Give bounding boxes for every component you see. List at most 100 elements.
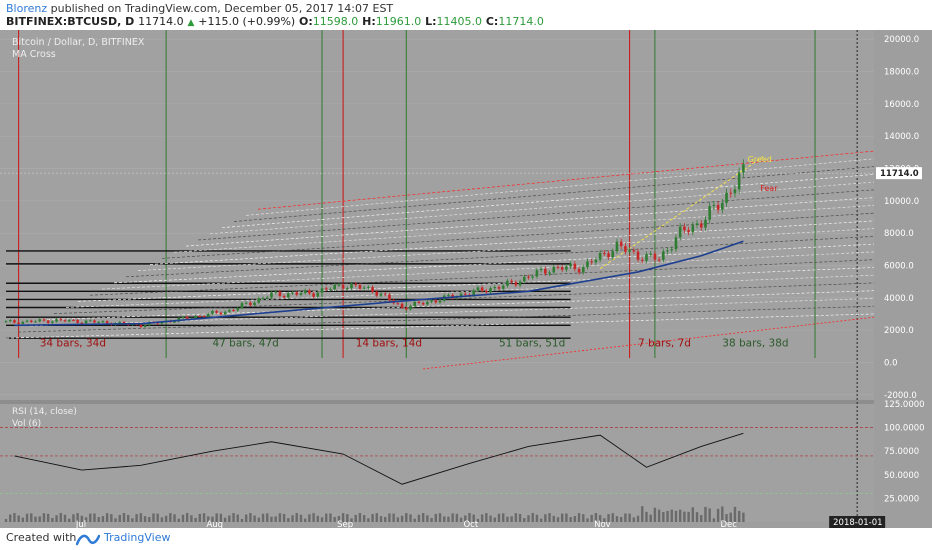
- volume-bar: [375, 513, 378, 522]
- candle-body: [236, 308, 240, 311]
- volume-bar: [126, 515, 130, 522]
- volume-bar: [645, 511, 648, 522]
- candle-body: [299, 292, 303, 295]
- price-axis-label: 14000.0: [884, 132, 919, 142]
- volume-bar: [708, 508, 711, 522]
- rsi-title: RSI (14, close): [12, 407, 77, 417]
- volume-bar: [691, 507, 695, 522]
- volume-bar: [421, 513, 425, 522]
- volume-bar: [215, 513, 218, 522]
- fan-line: [137, 228, 875, 272]
- candle-body: [426, 301, 429, 305]
- volume-bar: [674, 510, 678, 522]
- volume-bar: [257, 517, 261, 522]
- candle-body: [105, 321, 109, 324]
- volume-bar: [468, 513, 471, 522]
- candle-body: [430, 300, 433, 302]
- volume-bar: [270, 516, 273, 522]
- chart-area[interactable]: Bitcoin / Dollar, D, BITFINEX MA Cross 34 …: [0, 30, 932, 530]
- candle-body: [729, 192, 733, 194]
- volume-bar: [266, 513, 269, 522]
- candle-body: [565, 266, 568, 270]
- candle-body: [337, 284, 341, 286]
- volume-bar: [169, 513, 172, 522]
- candle-body: [367, 287, 370, 289]
- volume-bar: [114, 518, 117, 522]
- volume-bar: [485, 513, 488, 522]
- volume-bar: [110, 514, 113, 522]
- volume-bar: [274, 516, 277, 522]
- candle-body: [223, 311, 227, 315]
- volume-bar: [207, 516, 210, 522]
- candle-body: [434, 300, 438, 303]
- fan-line: [77, 267, 875, 302]
- candle-body: [34, 321, 37, 323]
- volume-bar: [628, 513, 631, 522]
- candle-body: [316, 292, 320, 297]
- volume-bar: [438, 513, 442, 522]
- volume-bar: [733, 506, 737, 522]
- fan-line: [113, 243, 875, 284]
- tradingview-brand[interactable]: TradingView: [104, 531, 171, 544]
- volume-bar: [38, 516, 41, 522]
- candle-body: [421, 302, 425, 305]
- candle-body: [666, 250, 669, 252]
- volume-bar: [582, 514, 585, 522]
- volume-bar: [228, 515, 231, 522]
- candle-body: [320, 288, 324, 293]
- volume-bar: [97, 517, 100, 522]
- candle-body: [324, 288, 328, 290]
- fear-label: Fear: [760, 184, 778, 193]
- candle-body: [4, 321, 8, 323]
- volume-bar: [392, 513, 395, 522]
- candle-body: [139, 324, 143, 328]
- candle-body: [653, 253, 657, 260]
- volume-bar: [565, 513, 568, 522]
- volume-bar: [122, 513, 126, 522]
- volume-bar: [712, 518, 716, 522]
- price-axis-label: 0.0: [884, 358, 898, 368]
- volume-bar: [687, 511, 690, 522]
- candle-body: [67, 319, 71, 322]
- volume-bar: [303, 518, 307, 522]
- candle-body: [472, 290, 476, 296]
- volume-bar: [152, 513, 155, 522]
- candle-body: [480, 287, 484, 291]
- time-axis-strip: [0, 522, 932, 528]
- low-label: L:: [425, 15, 437, 28]
- volume-bar: [295, 513, 298, 522]
- fan-line: [17, 305, 875, 333]
- tradingview-logo-icon[interactable]: [76, 532, 100, 546]
- candle-body: [312, 293, 315, 297]
- volume-bar: [261, 513, 265, 522]
- volume-bar: [105, 513, 109, 522]
- candle-body: [569, 263, 572, 267]
- volume-bar: [240, 518, 244, 522]
- candle-body: [253, 302, 256, 306]
- candle-body: [611, 251, 615, 258]
- time-axis-label: Jul: [75, 520, 86, 528]
- candle-body: [662, 251, 665, 260]
- low-value: 11405.0: [436, 15, 483, 28]
- author-link[interactable]: Blorenz: [6, 2, 48, 15]
- volume-bar: [594, 513, 598, 522]
- bar-count-label: 14 bars, 14d: [356, 337, 422, 349]
- candle-body: [501, 285, 505, 289]
- volume-bar: [30, 513, 33, 522]
- volume-bar: [716, 508, 720, 522]
- candle-body: [400, 303, 404, 308]
- candle-body: [539, 268, 543, 271]
- volume-bar: [636, 515, 640, 522]
- candle-body: [29, 320, 33, 322]
- volume-bar: [148, 517, 151, 522]
- candle-body: [518, 281, 522, 286]
- candle-body: [219, 312, 223, 315]
- volume-bar: [329, 513, 332, 522]
- price-axis-label: 16000.0: [884, 100, 919, 110]
- price-axis-label: 20000.0: [884, 35, 919, 45]
- volume-bar: [312, 513, 315, 522]
- volume-bar: [350, 518, 353, 522]
- volume-bar: [156, 513, 159, 522]
- volume-bar: [569, 517, 572, 522]
